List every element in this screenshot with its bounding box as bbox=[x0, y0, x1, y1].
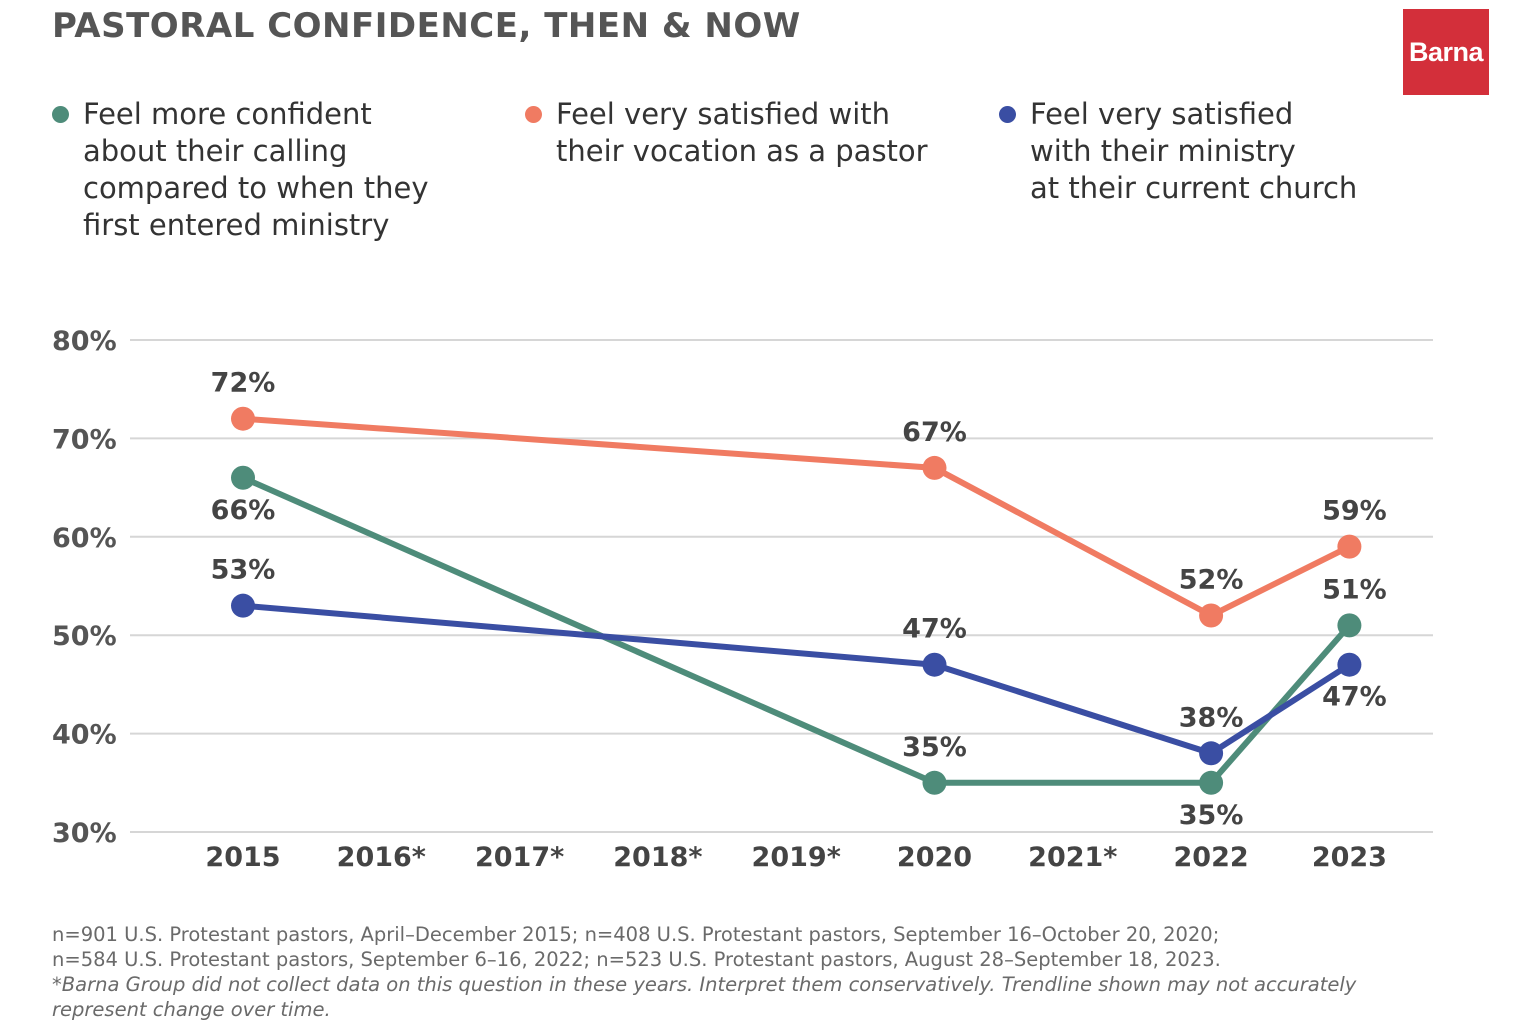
data-label-vocation: 67% bbox=[902, 417, 967, 448]
barna-logo: Barna bbox=[1403, 9, 1489, 95]
x-tick-label: 2019* bbox=[752, 842, 841, 873]
legend-dot-icon bbox=[999, 106, 1016, 123]
x-tick-label: 2021* bbox=[1028, 842, 1117, 873]
footnote: n=901 U.S. Protestant pastors, April–Dec… bbox=[52, 922, 1452, 1022]
y-tick-label: 80% bbox=[52, 326, 117, 357]
x-tick-label: 2016* bbox=[337, 842, 426, 873]
data-label-vocation: 59% bbox=[1322, 496, 1387, 527]
data-point-ministry bbox=[922, 652, 947, 677]
data-label-vocation: 52% bbox=[1179, 565, 1244, 596]
line-chart: 80% 70% 60% 50% 40% 30% 2015 2016* 2017* 2018* 201… bbox=[52, 326, 1433, 873]
legend-label-ministry: Feel very satisfied with their ministry … bbox=[1030, 97, 1358, 205]
y-tick-label: 30% bbox=[52, 818, 117, 849]
footnote-note: *Barna Group did not collect data on thi… bbox=[52, 973, 1357, 1021]
series-line-confident bbox=[240, 474, 1353, 786]
x-tick-label: 2018* bbox=[613, 842, 702, 873]
footnote-line-2: n=584 U.S. Protestant pastors, September… bbox=[52, 948, 1221, 971]
legend-label-confident: Feel more confident about their calling … bbox=[83, 97, 429, 242]
series-line-vocation bbox=[240, 415, 1353, 619]
x-tick-label: 2023 bbox=[1312, 842, 1387, 873]
data-label-confident: 35% bbox=[1179, 800, 1244, 831]
data-label-ministry: 53% bbox=[211, 555, 276, 586]
data-point-vocation bbox=[1199, 603, 1224, 628]
data-label-ministry: 38% bbox=[1179, 702, 1244, 733]
data-label-confident: 51% bbox=[1322, 574, 1387, 605]
data-point-ministry bbox=[1337, 652, 1362, 677]
y-tick-label: 40% bbox=[52, 720, 117, 751]
data-label-vocation: 72% bbox=[211, 368, 276, 399]
legend-item-confident: Feel more confident about their calling … bbox=[52, 96, 429, 244]
x-tick-label: 2015 bbox=[205, 842, 280, 873]
y-tick-label: 60% bbox=[52, 523, 117, 554]
legend-item-ministry: Feel very satisfied with their ministry … bbox=[999, 96, 1357, 207]
data-label-confident: 35% bbox=[902, 732, 967, 763]
x-tick-label: 2022 bbox=[1174, 842, 1249, 873]
data-point-vocation bbox=[922, 455, 947, 480]
legend-label-vocation: Feel very satisfied with their vocation … bbox=[556, 97, 928, 168]
data-point-vocation bbox=[1337, 534, 1362, 559]
data-point-confident bbox=[922, 770, 947, 795]
footnote-line-1: n=901 U.S. Protestant pastors, April–Dec… bbox=[52, 923, 1220, 946]
data-label-ministry: 47% bbox=[902, 614, 967, 645]
legend-dot-icon bbox=[525, 106, 542, 123]
chart-title: PASTORAL CONFIDENCE, THEN & NOW bbox=[52, 6, 801, 46]
data-point-ministry bbox=[1199, 741, 1224, 766]
data-point-ministry bbox=[231, 593, 255, 618]
data-point-confident bbox=[231, 465, 255, 490]
data-point-vocation bbox=[231, 406, 255, 431]
legend-item-vocation: Feel very satisfied with their vocation … bbox=[525, 96, 928, 170]
legend-dot-icon bbox=[52, 106, 69, 123]
y-tick-label: 70% bbox=[52, 424, 117, 455]
data-label-confident: 66% bbox=[211, 495, 276, 526]
series-line-ministry bbox=[240, 602, 1353, 757]
data-label-ministry: 47% bbox=[1322, 682, 1387, 713]
data-point-confident bbox=[1199, 770, 1224, 795]
y-tick-label: 50% bbox=[52, 621, 117, 652]
x-tick-label: 2020 bbox=[897, 842, 972, 873]
x-tick-label: 2017* bbox=[475, 842, 564, 873]
data-point-confident bbox=[1337, 613, 1362, 638]
